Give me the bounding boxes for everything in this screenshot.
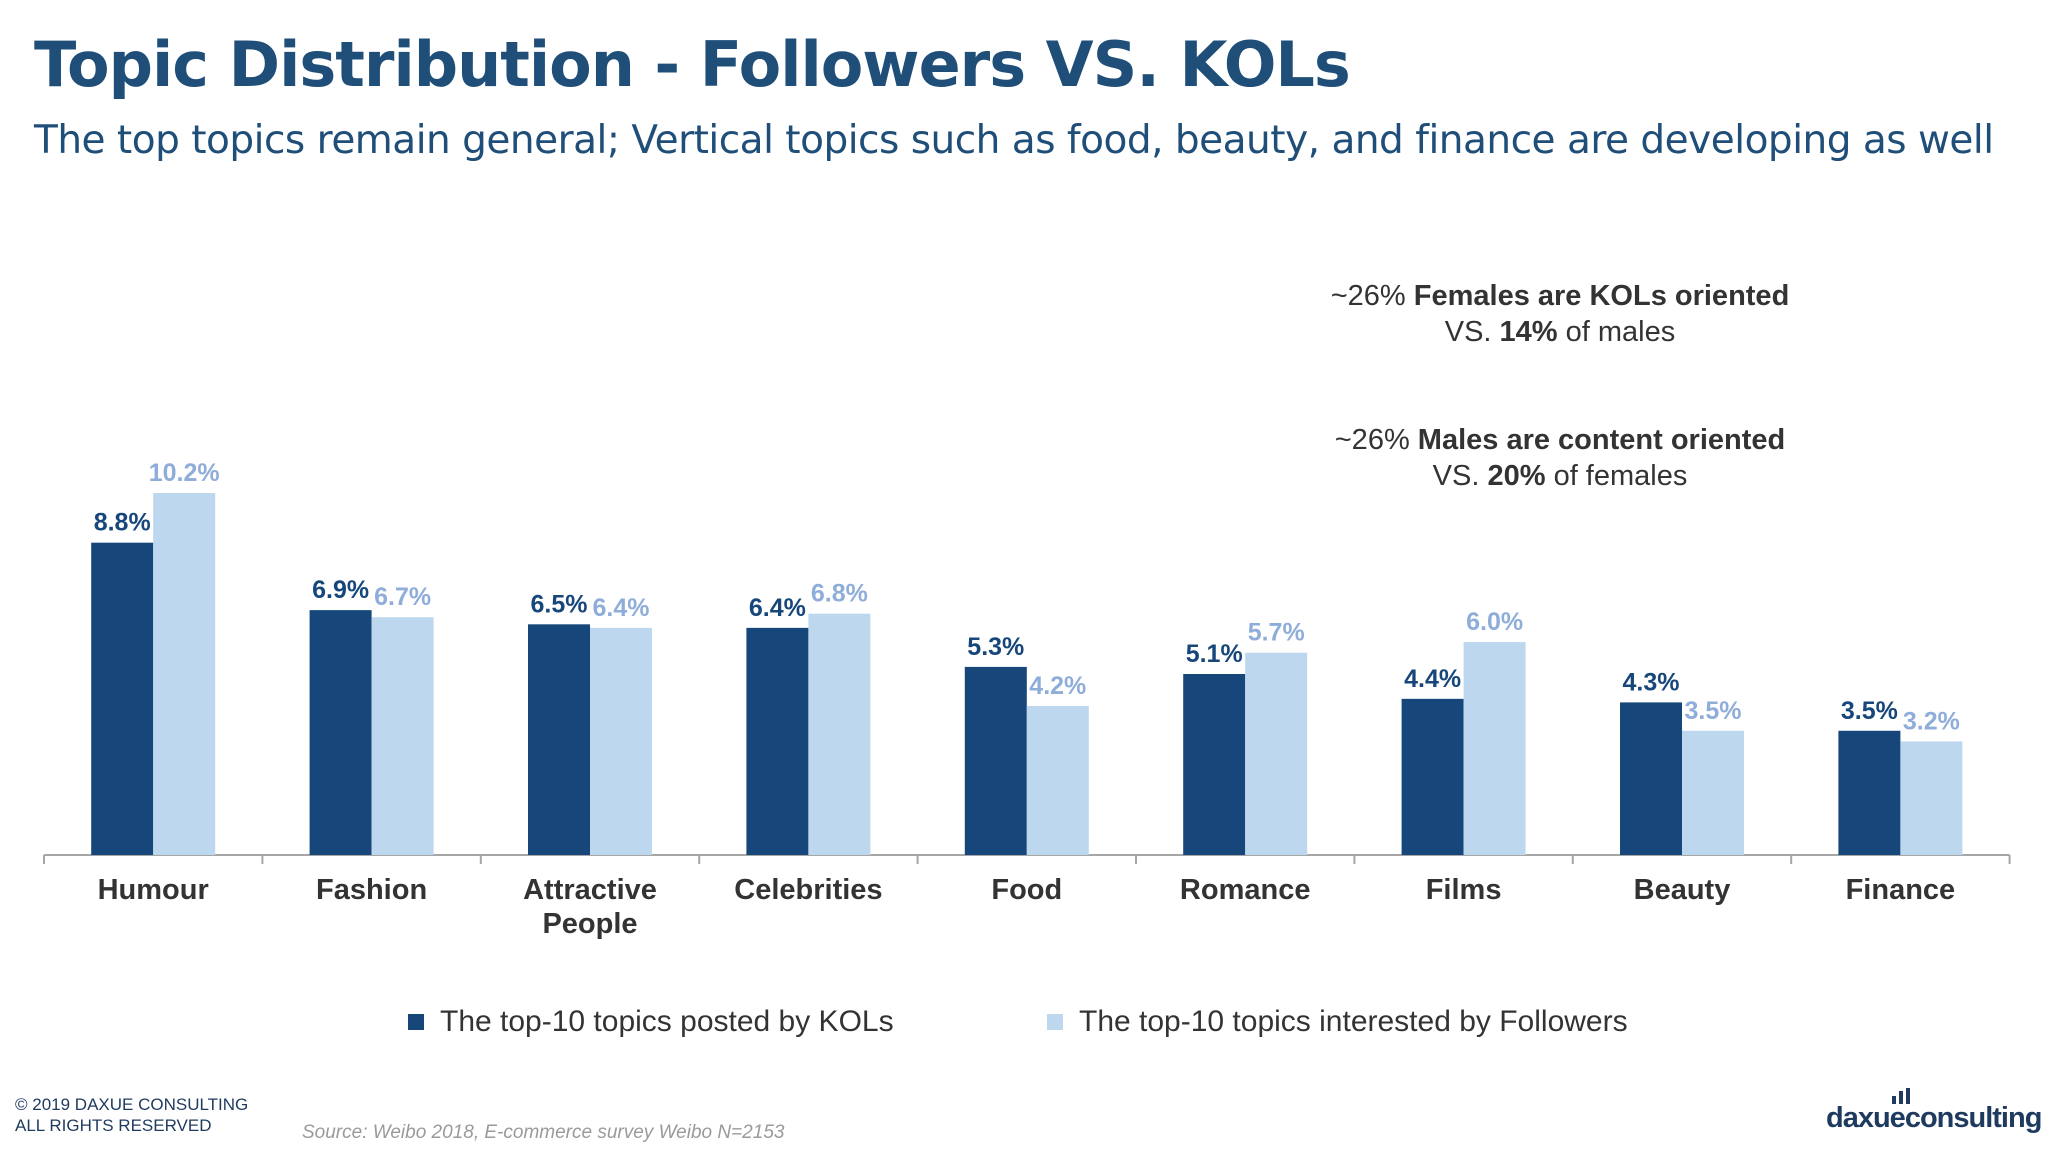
category-label: Fashion bbox=[316, 874, 427, 906]
annotation-text: Females are KOLs oriented bbox=[1413, 280, 1790, 312]
annotation-headline: ~26% Females are KOLs oriented bbox=[1280, 278, 1840, 314]
bar-followers bbox=[590, 627, 652, 855]
category-label-line: Romance bbox=[1180, 874, 1311, 906]
bar-followers bbox=[371, 617, 434, 855]
data-label-kols: 4.3% bbox=[1623, 668, 1680, 696]
annotation-comparison-value: 14% bbox=[1499, 316, 1558, 348]
bar-followers bbox=[1900, 741, 1963, 855]
category-label: Finance bbox=[1846, 874, 1956, 906]
data-label-kols: 6.5% bbox=[531, 590, 588, 618]
annotation-percent: ~26% bbox=[1334, 424, 1410, 456]
annotation-males-content: ~26% Males are content oriented VS. 20% … bbox=[1280, 422, 1840, 494]
copyright-notice: © 2019 DAXUE CONSULTING ALL RIGHTS RESER… bbox=[15, 1094, 248, 1136]
category-label: Attractive People bbox=[523, 874, 657, 940]
annotation-vs: VS. bbox=[1432, 460, 1480, 492]
data-label-kols: 6.9% bbox=[312, 576, 369, 604]
rights-line: ALL RIGHTS RESERVED bbox=[15, 1116, 212, 1135]
source-note: Source: Weibo 2018, E-commerce survey We… bbox=[302, 1122, 785, 1143]
bar-kols bbox=[746, 627, 809, 855]
legend-item-followers: The top-10 topics interested by Follower… bbox=[1047, 1005, 1628, 1039]
data-label-followers: 3.5% bbox=[1685, 697, 1742, 725]
category-label-line: Food bbox=[991, 874, 1062, 906]
daxue-logo: daxueconsulting bbox=[1826, 1088, 2042, 1138]
category-label: Food bbox=[991, 874, 1062, 906]
data-label-followers: 6.7% bbox=[374, 583, 431, 611]
bar-kols bbox=[964, 666, 1027, 855]
data-label-kols: 4.4% bbox=[1404, 665, 1461, 693]
legend-label-followers: The top-10 topics interested by Follower… bbox=[1079, 1005, 1628, 1038]
legend-item-kols: The top-10 topics posted by KOLs bbox=[408, 1005, 894, 1039]
copyright-line: © 2019 DAXUE CONSULTING bbox=[15, 1095, 249, 1114]
legend-label-kols: The top-10 topics posted by KOLs bbox=[440, 1005, 894, 1038]
bar-followers bbox=[1245, 652, 1308, 855]
category-label-line: Humour bbox=[98, 874, 209, 906]
bar-followers bbox=[808, 613, 871, 855]
bar-kols bbox=[1838, 730, 1901, 855]
data-label-followers: 6.8% bbox=[811, 580, 868, 608]
data-label-kols: 8.8% bbox=[94, 509, 151, 537]
bar-followers bbox=[1463, 642, 1526, 855]
bar-kols bbox=[1620, 702, 1682, 855]
data-label-followers: 3.2% bbox=[1903, 707, 1960, 735]
category-label-line: Attractive bbox=[523, 874, 657, 906]
category-label: Humour bbox=[98, 874, 209, 906]
data-label-followers: 6.4% bbox=[593, 594, 650, 622]
category-label: Films bbox=[1426, 874, 1502, 906]
category-label: Celebrities bbox=[734, 874, 882, 906]
annotation-vs: VS. bbox=[1444, 316, 1492, 348]
category-label-line: Fashion bbox=[316, 874, 427, 906]
category-label: Beauty bbox=[1634, 874, 1731, 906]
bar-followers bbox=[1026, 705, 1089, 855]
annotation-comparison-text: of males bbox=[1565, 316, 1676, 348]
category-label-line: People bbox=[542, 908, 637, 940]
annotation-comparison-text: of females bbox=[1553, 460, 1688, 492]
annotation-females-kols: ~26% Females are KOLs oriented VS. 14% o… bbox=[1280, 278, 1840, 350]
logo-bars-icon bbox=[1892, 1088, 1910, 1104]
annotation-comparison: VS. 14% of males bbox=[1280, 314, 1840, 350]
category-label: Romance bbox=[1180, 874, 1311, 906]
category-label-line: Finance bbox=[1846, 874, 1956, 906]
data-label-followers: 4.2% bbox=[1029, 672, 1086, 700]
annotation-comparison-value: 20% bbox=[1487, 460, 1546, 492]
data-label-followers: 10.2% bbox=[149, 459, 220, 487]
data-label-followers: 5.7% bbox=[1248, 619, 1305, 647]
legend-swatch-followers bbox=[1047, 1014, 1063, 1030]
data-label-followers: 6.0% bbox=[1466, 608, 1523, 636]
bar-followers bbox=[153, 493, 216, 855]
annotation-headline: ~26% Males are content oriented bbox=[1280, 422, 1840, 458]
data-label-kols: 5.3% bbox=[967, 633, 1024, 661]
category-label-line: Celebrities bbox=[734, 874, 882, 906]
annotation-text: Males are content oriented bbox=[1417, 424, 1786, 456]
category-label-line: Films bbox=[1426, 874, 1502, 906]
bar-kols bbox=[1401, 698, 1464, 855]
logo-text: daxueconsulting bbox=[1826, 1102, 2042, 1134]
bar-followers bbox=[1682, 730, 1744, 855]
category-label-line: Beauty bbox=[1634, 874, 1731, 906]
data-label-kols: 3.5% bbox=[1841, 697, 1898, 725]
bar-kols bbox=[309, 610, 372, 855]
bar-kols bbox=[1183, 674, 1246, 855]
data-label-kols: 5.1% bbox=[1186, 640, 1243, 668]
page-subtitle: The top topics remain general; Vertical … bbox=[34, 118, 1994, 163]
page-title: Topic Distribution - Followers VS. KOLs bbox=[34, 28, 1351, 101]
annotation-percent: ~26% bbox=[1330, 280, 1406, 312]
legend-swatch-kols bbox=[408, 1014, 424, 1030]
data-label-kols: 6.4% bbox=[749, 594, 806, 622]
bar-kols bbox=[91, 542, 154, 855]
annotation-comparison: VS. 20% of females bbox=[1280, 458, 1840, 494]
bar-kols bbox=[528, 624, 590, 855]
